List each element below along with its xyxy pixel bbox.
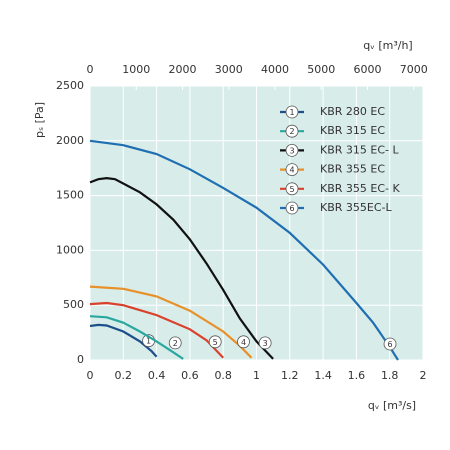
y-tick-label: 2000: [56, 134, 84, 147]
legend-number: 1: [289, 108, 294, 117]
y-tick-label: 1500: [56, 189, 84, 202]
curve-label: 2: [173, 339, 178, 348]
x-tick-label: 1.2: [281, 369, 299, 382]
x-tick-label: 0.8: [214, 369, 232, 382]
x2-axis-label: qᵥ [m³/h]: [363, 39, 412, 52]
curve: [89, 323, 158, 358]
x-tick-label: 1.6: [348, 369, 366, 382]
curve-label: 6: [387, 340, 392, 349]
curve-label: 1: [146, 337, 151, 346]
legend-number-circle: [285, 124, 299, 138]
x2-tick-label: 2000: [169, 63, 197, 76]
legend-number: 2: [289, 127, 294, 136]
x-tick-label: 0.6: [181, 369, 199, 382]
y-tick-label: 500: [63, 298, 84, 311]
legend-label: KBR 315 EC- L: [320, 143, 399, 156]
curve-label: 3: [263, 339, 268, 348]
curve: [89, 176, 274, 360]
x-tick-label: 1.8: [381, 369, 399, 382]
legend-number-circle: [285, 105, 299, 119]
x-tick-label: 1: [253, 369, 260, 382]
legend-number: 4: [289, 166, 294, 175]
legend-number-circle: [285, 143, 299, 157]
x2-tick-label: 4000: [261, 63, 289, 76]
x2-tick-label: 5000: [307, 63, 335, 76]
x2-tick-label: 6000: [354, 63, 382, 76]
y-tick-label: 1000: [56, 243, 84, 256]
curve-label: 4: [241, 338, 246, 347]
x-tick-label: 0.2: [115, 369, 133, 382]
legend-number: 3: [289, 146, 294, 155]
legend-number: 5: [289, 185, 294, 194]
x2-tick-label: 1000: [122, 63, 150, 76]
legend-number-circle: [285, 163, 299, 177]
legend-number: 6: [289, 204, 294, 213]
curve: [89, 301, 224, 359]
x-tick-label: 0.4: [148, 369, 166, 382]
curve: [89, 139, 399, 361]
x-axis-label: qᵥ [m³/s]: [368, 399, 416, 412]
curve-label-circle: [258, 336, 272, 350]
curve-label-circle: [208, 335, 222, 349]
legend-label: KBR 315 EC: [320, 124, 385, 137]
x-tick-label: 2: [420, 369, 427, 382]
legend-label: KBR 280 EC: [320, 105, 385, 118]
x2-tick-label: 7000: [400, 63, 428, 76]
curve-label-circle: [383, 337, 397, 351]
x2-tick-label: 3000: [215, 63, 243, 76]
curve-label: 5: [213, 338, 218, 347]
legend-number-circle: [285, 201, 299, 215]
y-tick-label: 2500: [56, 79, 84, 92]
x2-tick-label: 0: [87, 63, 94, 76]
x-tick-label: 0: [87, 369, 94, 382]
curve-label-circle: [168, 336, 182, 350]
legend-label: KBR 355EC-L: [320, 201, 392, 214]
curve: [89, 315, 184, 360]
y-tick-label: 0: [77, 353, 84, 366]
legend-label: KBR 355 EC- K: [320, 182, 400, 195]
legend-number-circle: [285, 182, 299, 196]
legend-label: KBR 355 EC: [320, 163, 385, 176]
x-tick-label: 1.4: [314, 369, 332, 382]
curve-label-circle: [237, 335, 250, 349]
y-axis-label: pₛ [Pa]: [33, 102, 46, 138]
